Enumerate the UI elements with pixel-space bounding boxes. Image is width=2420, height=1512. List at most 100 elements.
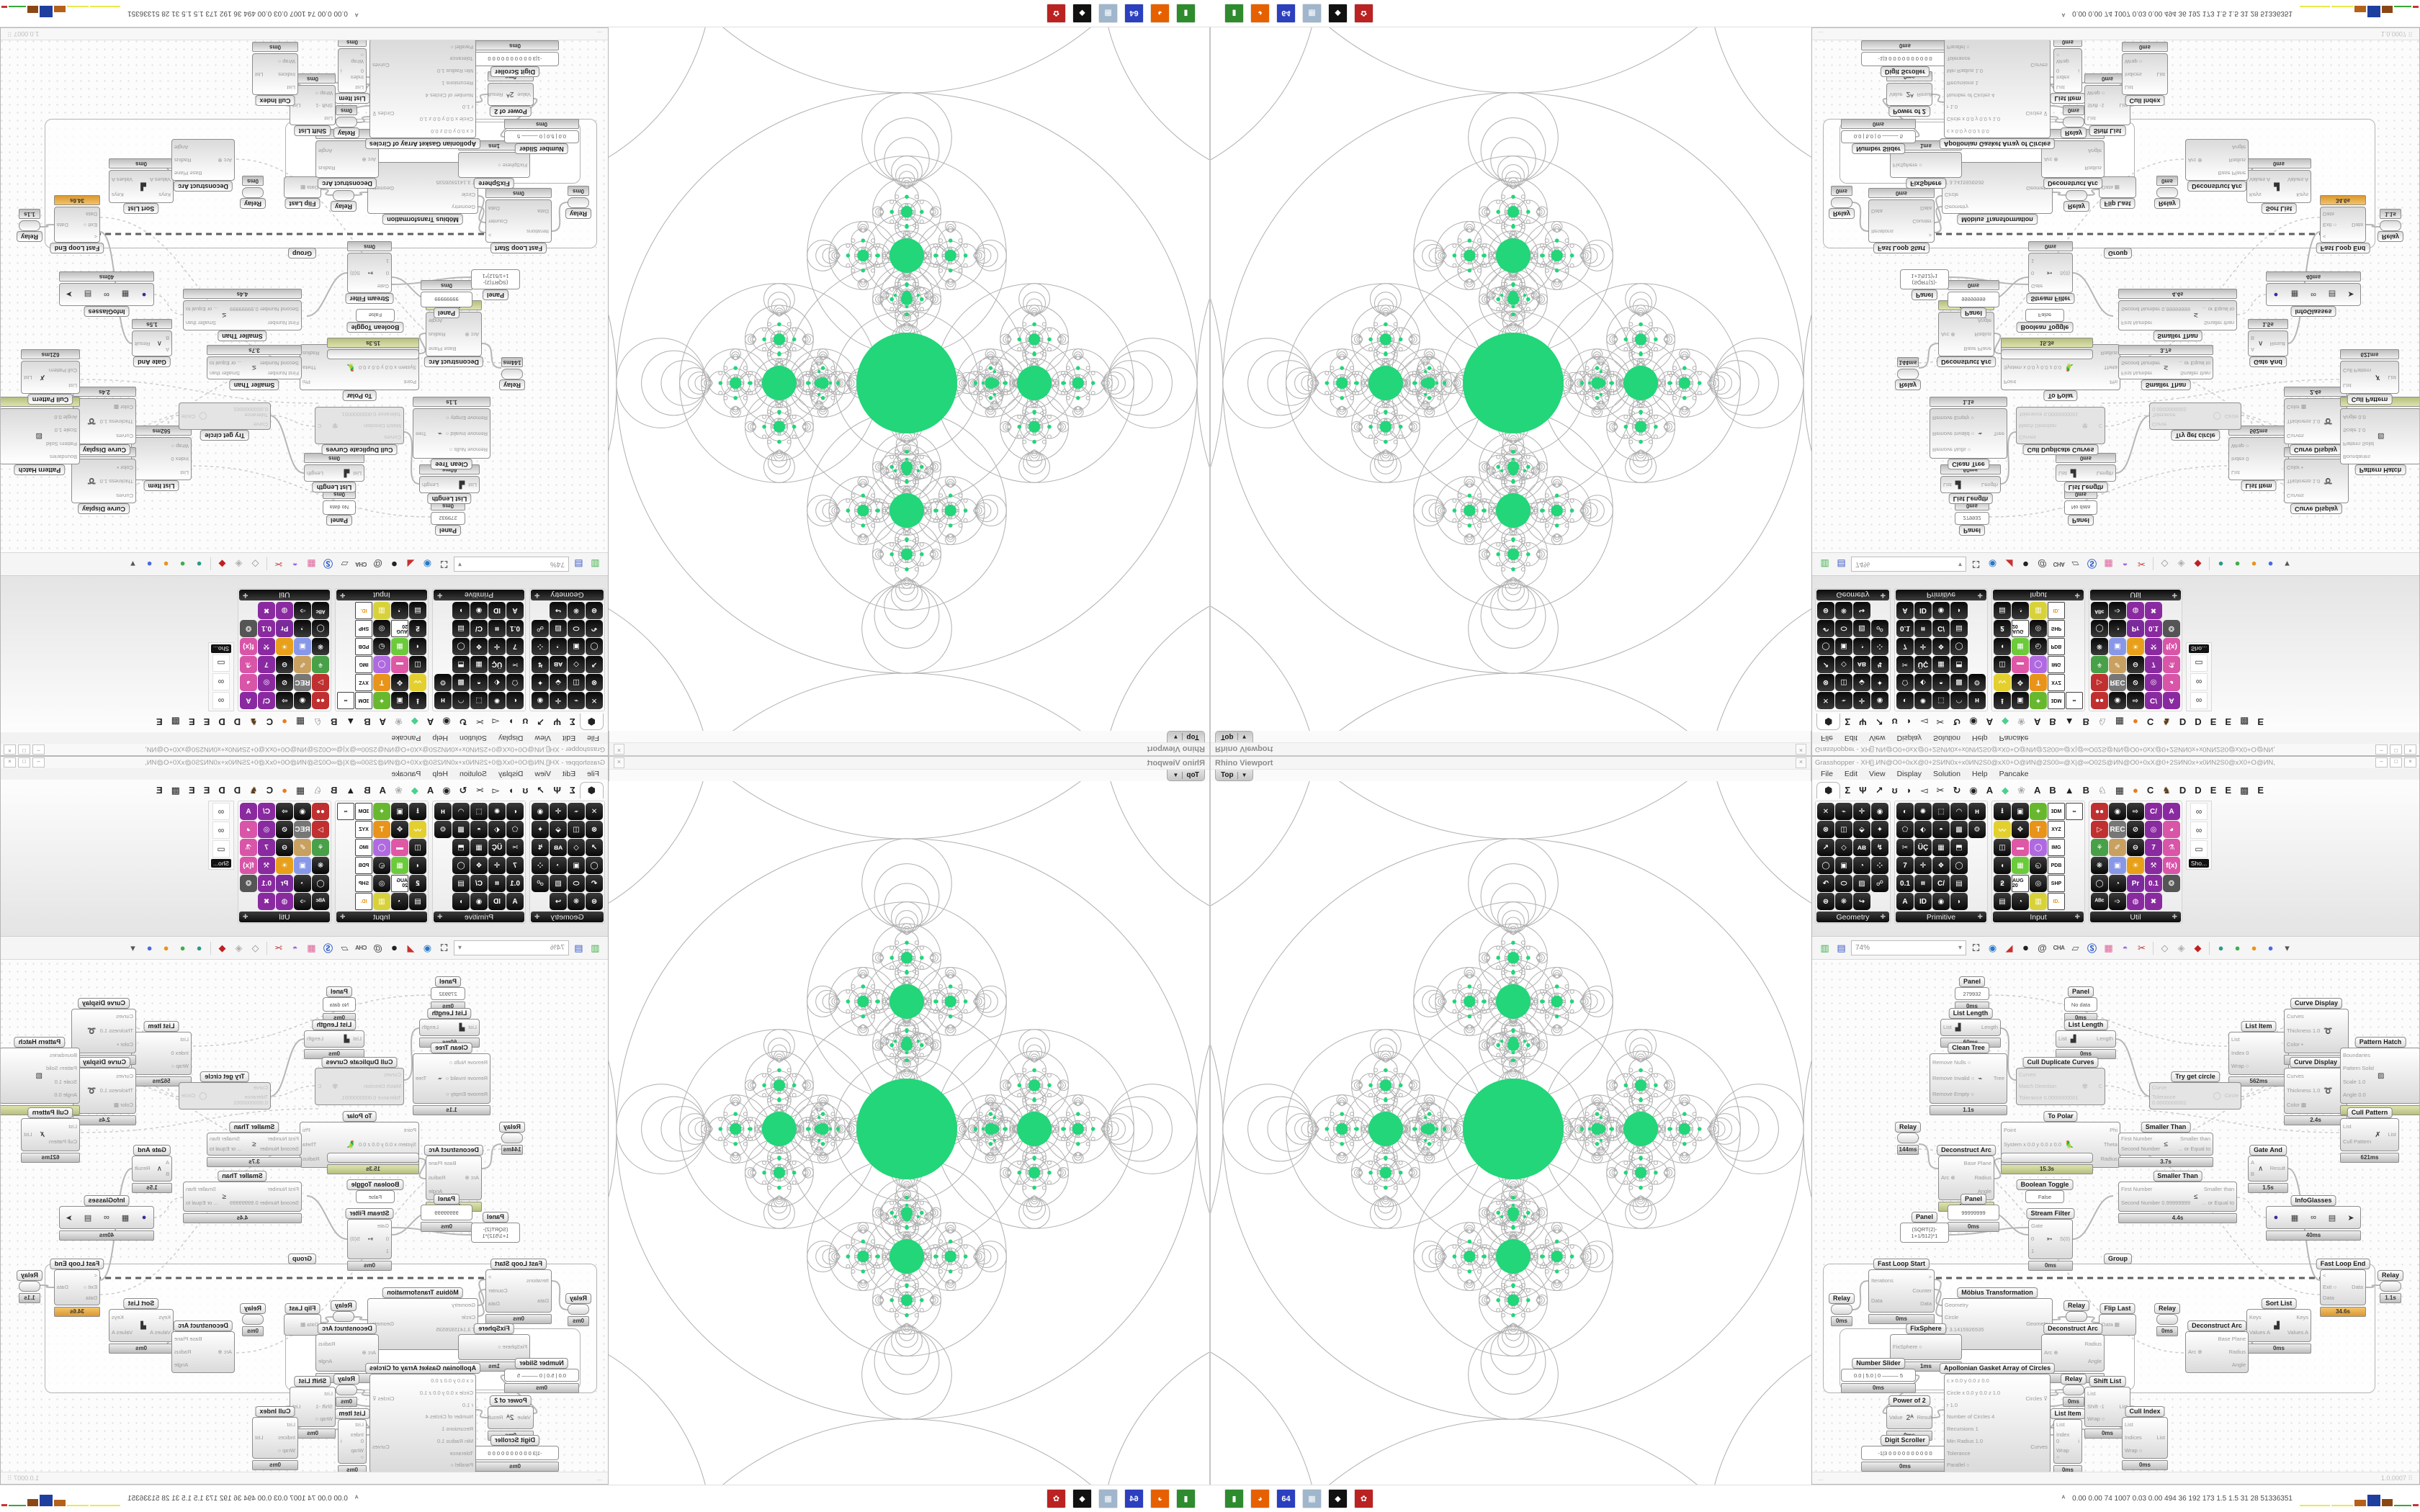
input-port[interactable]: Curves: [2019, 1071, 2036, 1078]
component-icon[interactable]: C/: [2145, 803, 2162, 820]
open-file-icon[interactable]: ▥: [1820, 942, 1829, 953]
input-port[interactable]: T 3.1415926535: [1945, 179, 1984, 186]
component-icon[interactable]: ◉: [1932, 602, 1950, 619]
component-icon[interactable]: ᴬᴮᶜ: [312, 602, 329, 619]
input-port[interactable]: Indices: [278, 71, 295, 78]
gh-node-relay[interactable]: Relay 1.1s: [16, 1270, 43, 1303]
menu-item-help[interactable]: Help: [432, 734, 449, 742]
gh-node-list-item[interactable]: List Item List Index 0 Wrap ○ i 0ms: [2050, 1408, 2086, 1472]
component-icon[interactable]: ◉: [532, 692, 549, 709]
output-port[interactable]: List: [255, 1434, 264, 1441]
input-port[interactable]: Index 0: [350, 1431, 364, 1444]
component-icon[interactable]: ❂: [2163, 875, 2180, 892]
component-icon[interactable]: ▦: [470, 839, 488, 856]
component-icon[interactable]: ✕: [1817, 803, 1834, 820]
gh-node-digit-scroller[interactable]: Digit Scroller -1|3 0 0 0 0 0 0 0 0 0 0 0m…: [471, 1435, 559, 1472]
node-body[interactable]: [2001, 349, 2093, 359]
component-icon[interactable]: ◍: [276, 602, 293, 619]
ball-teal-icon[interactable]: ●: [196, 942, 202, 953]
gh-node-fast-loop-start[interactable]: Fast Loop Start Iterations Data > Counter Dat…: [485, 188, 552, 253]
output-port[interactable]: Radius: [1974, 1174, 1991, 1181]
component-icon[interactable]: ✺: [488, 692, 506, 709]
input-port[interactable]: 1: [385, 1248, 389, 1254]
panel-expand-icon[interactable]: ✚: [2172, 913, 2177, 920]
input-port[interactable]: Indices: [2125, 1434, 2142, 1441]
component-icon[interactable]: ❖: [470, 857, 488, 874]
node-body[interactable]: FixSphere ○: [458, 152, 530, 178]
node-body[interactable]: [2156, 1314, 2178, 1325]
node-body[interactable]: ● ▦ ∞ ▤ ➤: [2266, 283, 2361, 306]
gh-node-deconstruct-arc[interactable]: Deconstruct Arc Arc ⊕ Base Plane Radius Angl…: [1937, 1145, 1996, 1212]
component-icon[interactable]: ᴀʙ: [1853, 656, 1870, 673]
gh-node-stream-filter[interactable]: Stream Filter Gate 0 1 ➳ S(0) 0ms: [2026, 1208, 2075, 1271]
gh-node-panel[interactable]: Panel No data 0ms: [2064, 986, 2097, 1023]
cha-icon[interactable]: CHA: [355, 561, 367, 567]
component-icon[interactable]: XYZ: [2048, 674, 2065, 691]
input-port[interactable]: 1: [2031, 258, 2035, 264]
sketch-icon[interactable]: @: [373, 942, 382, 953]
component-icon[interactable]: C/: [1932, 620, 1950, 637]
node-body[interactable]: [568, 1304, 589, 1315]
panel-expand-icon[interactable]: ✚: [243, 913, 248, 920]
input-port[interactable]: Remove Invalid ○: [445, 1074, 488, 1081]
component-icon[interactable]: ▣: [1835, 857, 1852, 874]
node-body[interactable]: 0.0 | 5.0 | 0 ——— 5: [504, 1369, 579, 1382]
menu-item-display[interactable]: Display: [498, 734, 524, 742]
node-body[interactable]: c x 0.0 y 0.0 z 0.0 Circle x 0.0 y 0.0 z …: [369, 1374, 476, 1472]
tab-plugin-d2[interactable]: D: [2195, 785, 2202, 796]
input-port[interactable]: Wrap ○: [2056, 52, 2069, 65]
component-icon[interactable]: 〰: [409, 821, 426, 838]
layout-icon[interactable]: ▱: [341, 942, 349, 953]
input-port[interactable]: System x 0.0 y 0.0 z 0.0: [2004, 364, 2062, 372]
open-file-icon[interactable]: ▥: [1820, 559, 1829, 570]
input-port[interactable]: First Number: [267, 319, 299, 326]
component-icon[interactable]: ◵: [373, 857, 390, 874]
component-icon[interactable]: ID: [1914, 893, 1932, 910]
gh-node-fixsphere[interactable]: FixSphere FixSphere ○ 1ms: [458, 140, 530, 189]
glasses-icon[interactable]: ▭: [2190, 840, 2208, 858]
component-icon[interactable]: ⬚: [470, 692, 488, 709]
gh-node-cull-pattern[interactable]: Cull Pattern List Cull Pattern ✗ List 621ms: [21, 349, 80, 405]
panel-label-primitive[interactable]: Primitive ✚: [434, 590, 524, 600]
input-port[interactable]: Gate: [2031, 282, 2043, 289]
node-body[interactable]: [2063, 117, 2084, 127]
menu-item-edit[interactable]: Edit: [1844, 734, 1858, 742]
component-icon[interactable]: 0.1: [2145, 875, 2162, 892]
s-badge-icon[interactable]: Ⓢ: [323, 558, 333, 569]
gh-node-fast-loop-end[interactable]: Fast Loop End < Exit ○ Data Data 34.6s: [50, 1259, 104, 1317]
input-port[interactable]: System x 0.0 y 0.0 z 0.0: [358, 1140, 416, 1148]
component-icon[interactable]: ◐: [1896, 803, 1914, 820]
save-file-icon[interactable]: ▤: [1837, 559, 1846, 570]
component-icon[interactable]: ❖: [1932, 638, 1950, 655]
gh-node-infoglasses[interactable]: InfoGlasses ● ▦ ∞ ▤ ➤ 40ms: [59, 271, 154, 317]
gh-node-fast-loop-start[interactable]: Fast Loop Start Iterations Data > Counter Dat…: [485, 1259, 552, 1324]
menu-item-solution[interactable]: Solution: [460, 770, 487, 778]
input-port[interactable]: Min Radius 1.0: [436, 68, 473, 75]
gh-node-cull-duplicate-curves[interactable]: Cull Duplicate Curves Curves Match Directi…: [315, 407, 404, 455]
component-icon[interactable]: ⁘: [532, 857, 549, 874]
node-body[interactable]: First Number Second Number ≤ Smaller than..…: [207, 356, 302, 379]
input-port[interactable]: Min Radius 1.0: [1947, 1437, 1984, 1444]
input-port[interactable]: Recursions 1: [442, 79, 473, 86]
component-icon[interactable]: ▤: [1994, 602, 2011, 619]
component-icon[interactable]: ◯: [1817, 638, 1834, 655]
component-icon[interactable]: 0.1: [506, 620, 524, 637]
component-icon[interactable]: ▣: [391, 803, 408, 820]
output-port[interactable]: Radius: [2228, 157, 2246, 164]
gh-titlebar[interactable]: Grasshopper - XH[].ИN@O0+0xX@0+2SИN0x+x0…: [1812, 757, 2419, 768]
input-port[interactable]: Wrap ○: [315, 90, 333, 96]
component-icon[interactable]: AUG 20: [391, 875, 408, 892]
component-icon[interactable]: ✦: [2030, 803, 2047, 820]
tab-display[interactable]: ◉: [442, 716, 451, 727]
tab-maths[interactable]: Σ: [569, 716, 575, 727]
component-icon[interactable]: ⊘: [2127, 821, 2144, 838]
gh-node-pattern-hatch[interactable]: Pattern Hatch Boundaries Pattern Solid Scal…: [1, 1037, 80, 1115]
component-icon[interactable]: 0.1: [506, 875, 524, 892]
component-icon[interactable]: ▷: [312, 821, 329, 838]
component-icon[interactable]: 7: [1896, 638, 1914, 655]
tab-plugin-e3[interactable]: E: [156, 785, 163, 796]
output-port[interactable]: i: [2078, 68, 2079, 75]
preview-shaded-icon[interactable]: ◆: [2194, 942, 2202, 953]
node-body[interactable]: List ▟ Length: [419, 476, 480, 493]
